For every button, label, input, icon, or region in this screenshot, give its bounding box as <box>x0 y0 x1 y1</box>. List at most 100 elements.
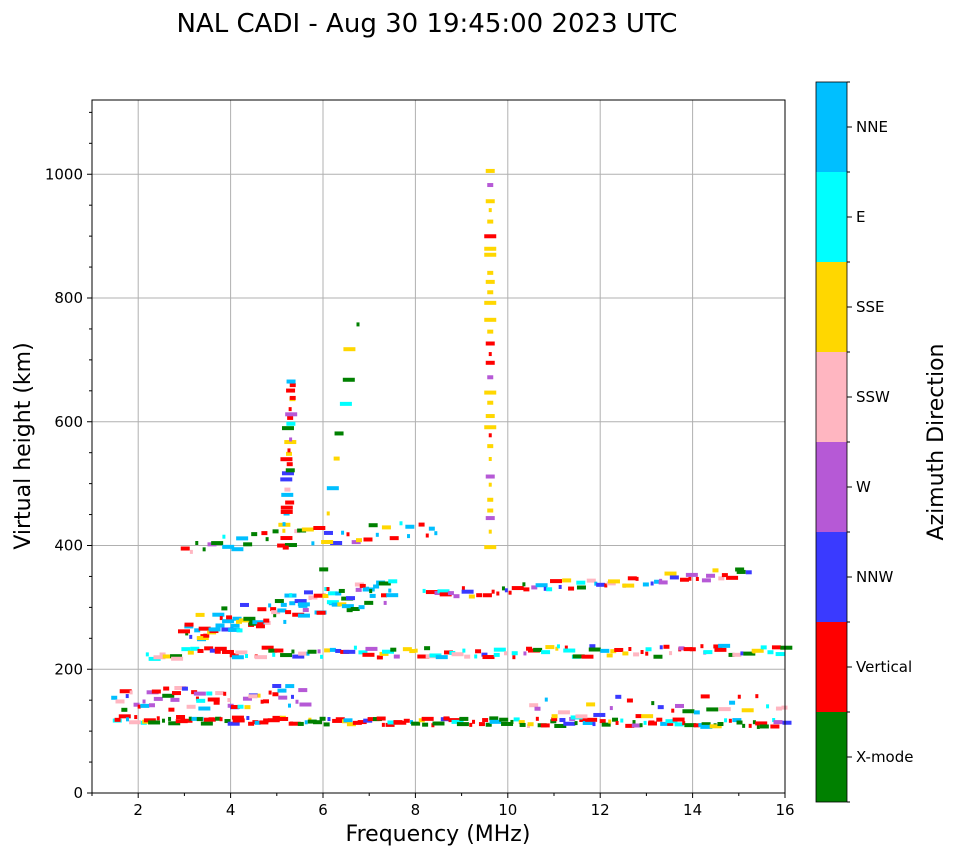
echo-mark <box>287 415 294 420</box>
echo-mark <box>782 720 792 725</box>
echo-mark <box>487 400 494 405</box>
echo-mark <box>369 589 373 594</box>
echo-mark <box>703 650 713 655</box>
x-tick-label: 16 <box>775 801 794 819</box>
echo-mark <box>343 347 356 352</box>
echo-mark <box>642 582 649 587</box>
echo-mark <box>177 629 190 634</box>
plot-background <box>92 100 785 793</box>
colorbar-label: SSW <box>856 388 890 406</box>
echo-mark <box>279 716 289 721</box>
echo-mark <box>489 716 499 721</box>
echo-mark <box>748 723 752 728</box>
echo-mark <box>254 655 267 660</box>
echo-mark <box>265 537 269 542</box>
echo-mark <box>767 650 774 655</box>
echo-mark <box>260 699 264 704</box>
echo-mark <box>114 717 121 722</box>
echo-mark <box>271 610 281 615</box>
echo-mark <box>176 715 186 720</box>
echo-mark <box>658 580 668 585</box>
echo-mark <box>641 714 654 719</box>
echo-mark <box>376 655 383 660</box>
echo-mark <box>298 651 308 656</box>
echo-mark <box>572 654 585 659</box>
echo-mark <box>683 647 693 652</box>
echo-mark <box>280 509 293 514</box>
echo-mark <box>608 719 612 724</box>
echo-mark <box>742 723 746 728</box>
echo-mark <box>684 723 697 728</box>
colorbar-segment <box>816 712 847 802</box>
echo-mark <box>501 721 514 726</box>
echo-mark <box>575 714 588 719</box>
echo-mark <box>242 696 252 701</box>
echo-mark <box>484 545 497 550</box>
echo-mark <box>752 720 756 725</box>
echo-mark <box>485 341 495 346</box>
echo-mark <box>226 615 233 620</box>
plot-area: 2 4 6 8 10 12 14 16 0 200 400 600 800 1000 <box>45 99 795 819</box>
echo-mark <box>713 644 723 649</box>
echo-mark <box>425 590 438 595</box>
echo-mark <box>489 719 502 724</box>
echo-mark <box>447 591 454 596</box>
echo-mark <box>737 694 741 699</box>
echo-mark <box>766 704 770 709</box>
echo-mark <box>496 591 500 596</box>
echo-mark <box>326 587 330 592</box>
echo-mark <box>468 594 475 599</box>
echo-mark <box>272 529 279 534</box>
echo-mark <box>487 329 494 334</box>
echo-mark <box>508 590 512 595</box>
echo-mark <box>224 719 231 724</box>
echo-mark <box>484 252 497 257</box>
x-tick-label: 6 <box>318 801 328 819</box>
echo-mark <box>285 684 295 689</box>
echo-mark <box>282 545 289 550</box>
echo-mark <box>153 655 166 660</box>
echo-mark <box>425 533 429 538</box>
echo-mark <box>190 646 200 651</box>
echo-mark <box>755 721 768 726</box>
echo-mark <box>278 695 288 700</box>
echo-mark <box>709 724 722 729</box>
echo-mark <box>263 718 270 723</box>
echo-mark <box>221 649 234 654</box>
echo-mark <box>239 602 249 607</box>
echo-mark <box>170 697 180 702</box>
echo-mark <box>362 587 375 592</box>
echo-mark <box>316 610 326 615</box>
echo-mark <box>409 649 416 654</box>
echo-mark <box>443 650 453 655</box>
echo-mark <box>324 648 331 653</box>
echo-mark <box>628 647 632 652</box>
echo-mark <box>111 695 118 700</box>
echo-mark <box>195 696 199 701</box>
echo-mark <box>174 685 187 690</box>
echo-mark <box>726 575 739 580</box>
echo-mark <box>743 651 756 656</box>
echo-mark <box>285 468 295 473</box>
echo-mark <box>451 719 464 724</box>
echo-mark <box>267 718 280 723</box>
echo-mark <box>142 699 146 704</box>
echo-mark <box>187 650 194 655</box>
echo-mark <box>304 720 308 725</box>
echo-mark <box>645 647 652 652</box>
echo-mark <box>378 581 391 586</box>
echo-mark <box>181 647 191 652</box>
echo-mark <box>222 544 235 549</box>
echo-mark <box>381 525 391 530</box>
echo-mark <box>294 599 307 604</box>
echo-mark <box>350 607 360 612</box>
echo-mark <box>534 706 541 711</box>
echo-mark <box>163 686 170 691</box>
echo-mark <box>382 649 395 654</box>
echo-mark <box>261 531 268 536</box>
echo-mark <box>546 587 553 592</box>
echo-mark <box>741 708 754 713</box>
echo-mark <box>219 717 223 722</box>
echo-mark <box>289 601 296 606</box>
echo-mark <box>319 567 329 572</box>
